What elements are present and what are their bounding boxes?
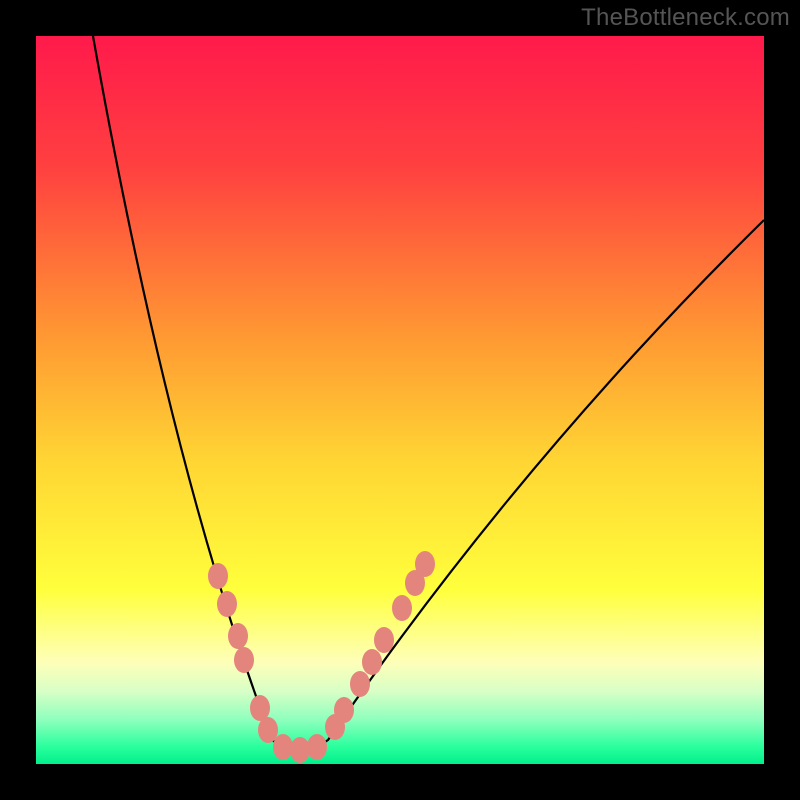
data-dot	[362, 649, 382, 675]
data-dot	[392, 595, 412, 621]
data-dot	[217, 591, 237, 617]
stage: TheBottleneck.com	[0, 0, 800, 800]
data-dot	[228, 623, 248, 649]
data-dot	[334, 697, 354, 723]
chart-svg	[0, 0, 800, 800]
data-dot	[350, 671, 370, 697]
data-dot	[208, 563, 228, 589]
data-dot	[307, 734, 327, 760]
data-dot	[290, 737, 310, 763]
data-dot	[234, 647, 254, 673]
plot-background	[36, 36, 764, 764]
data-dot	[374, 627, 394, 653]
watermark-text: TheBottleneck.com	[581, 4, 790, 32]
data-dot	[258, 717, 278, 743]
data-dot	[273, 734, 293, 760]
data-dot	[415, 551, 435, 577]
